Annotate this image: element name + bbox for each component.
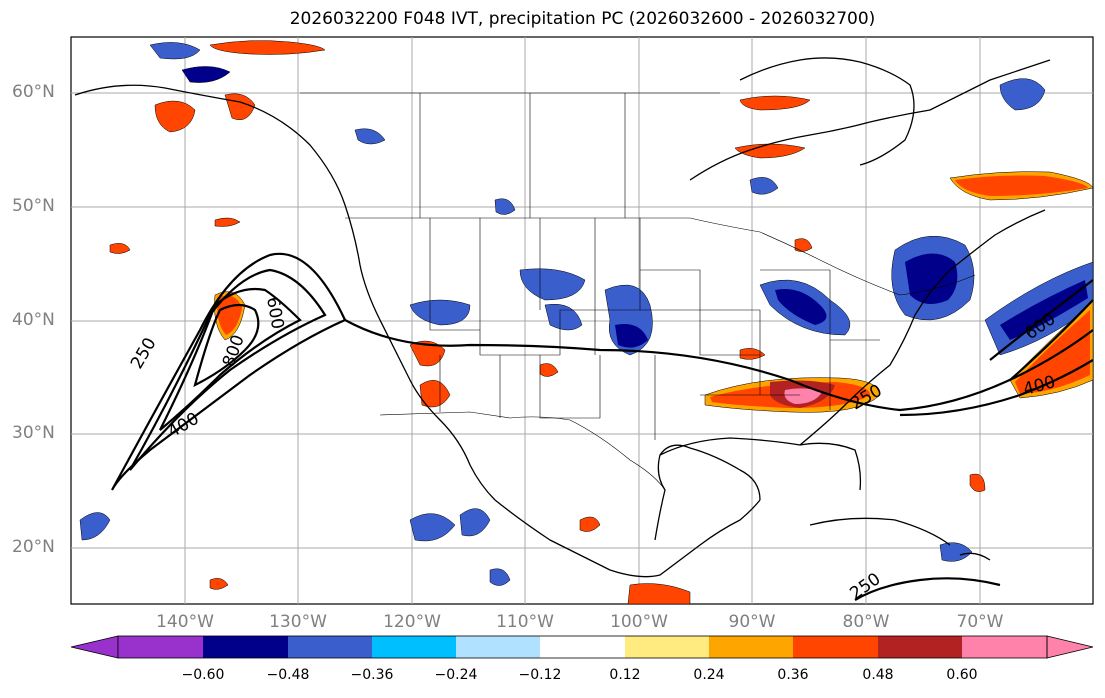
precip-blob [409, 513, 456, 542]
colorbar-tick-label: −0.48 [266, 667, 310, 683]
precip-blob [955, 175, 1088, 196]
precip-negative [79, 42, 1094, 586]
colorbar-tick-label: −0.24 [434, 667, 478, 683]
precip-blob [615, 324, 648, 348]
precip-blob [209, 40, 326, 55]
borders [300, 92, 976, 491]
colorbar-outline [117, 635, 1048, 659]
lon-label-70w: 70°W [956, 612, 1004, 632]
colorbar-bin [288, 636, 372, 658]
precip-blob [969, 473, 986, 492]
lon-label-90w: 90°W [728, 612, 776, 632]
lon-label-80w: 80°W [842, 612, 890, 632]
lat-label-20n: 20°N [12, 537, 55, 557]
precip-blob [79, 512, 111, 541]
precip-blob [544, 303, 583, 331]
precip-blob [209, 578, 229, 590]
precip-blob [739, 95, 811, 111]
lon-label-100w: 100°W [610, 612, 668, 632]
precip-blob [794, 238, 813, 252]
precip-blob [354, 128, 386, 145]
colorbar-bin [709, 636, 793, 658]
precip-blob [109, 243, 131, 254]
precip-blob [519, 268, 586, 301]
lon-label-130w: 130°W [269, 612, 327, 632]
colorbar-tick-label: 0.36 [777, 667, 809, 683]
colorbar-bin [203, 636, 288, 658]
colorbar-bin [878, 636, 962, 658]
lon-label-120w: 120°W [383, 612, 441, 632]
lat-label-50n: 50°N [12, 196, 55, 216]
lat-label-30n: 30°N [12, 423, 55, 443]
precip-blob [739, 348, 766, 360]
precip-blob [149, 42, 201, 60]
precip-blob [1000, 280, 1088, 340]
colorbar-bin [625, 636, 709, 658]
lon-label-110w: 110°W [496, 612, 554, 632]
precip-blob [489, 568, 511, 586]
precip-blob [939, 542, 973, 562]
colorbar-bin [540, 636, 625, 658]
precip-blob [409, 299, 471, 326]
colorbar-bin [372, 636, 456, 658]
map-title: 2026032200 F048 IVT, precipitation PC (2… [289, 9, 876, 29]
colorbar-min-extend [70, 635, 119, 659]
precip-blob [154, 100, 196, 133]
colorbar-tick-label: 0.12 [609, 667, 641, 683]
precip-blob [214, 217, 241, 227]
colorbar-bin [456, 636, 540, 658]
precip-blob [181, 66, 231, 83]
colorbar-tick-label: 0.60 [946, 667, 978, 683]
precip-blob [539, 363, 559, 377]
colorbar-tick-label: 0.24 [693, 667, 725, 683]
colorbar-tick-label: −0.12 [518, 667, 562, 683]
precip-blob [905, 253, 958, 304]
precip-blob [459, 508, 491, 537]
precip-blob [627, 583, 691, 605]
colorbar-tick-label: −0.60 [181, 667, 225, 683]
lon-label-140w: 140°W [156, 612, 214, 632]
colorbar [70, 635, 1094, 659]
precip-blob [494, 198, 516, 215]
colorbar-tick-label: −0.36 [350, 667, 394, 683]
precip-blob [775, 289, 827, 325]
ivt-contours: 250 400 600 800 600 400 250 250 [111, 252, 1094, 604]
precip-blob [999, 78, 1046, 111]
lat-label-60n: 60°N [12, 82, 55, 102]
lat-label-40n: 40°N [12, 310, 55, 330]
precip-blob [409, 340, 446, 367]
precip-blob [784, 388, 822, 404]
coastlines [74, 57, 1051, 578]
colorbar-bin [793, 636, 878, 658]
colorbar-bin [118, 636, 203, 658]
precip-blob [579, 516, 601, 532]
colorbar-bin [962, 636, 1047, 658]
precip-blob [749, 177, 779, 195]
colorbar-tick-label: 0.48 [862, 667, 894, 683]
colorbar-max-extend [1046, 635, 1094, 659]
